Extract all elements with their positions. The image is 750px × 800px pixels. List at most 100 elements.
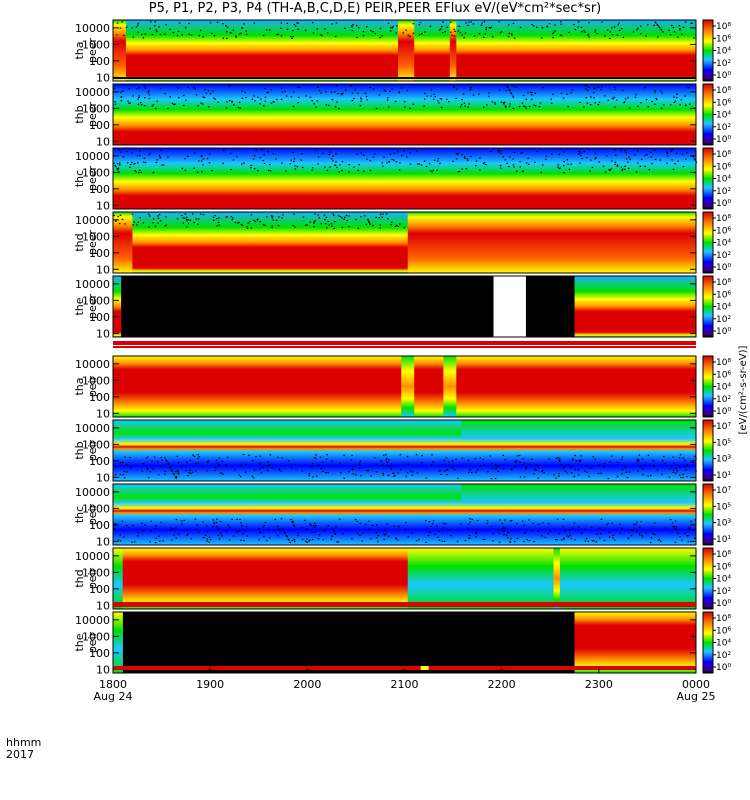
y-tick-label: 10000 — [75, 278, 110, 291]
time-axis-unit: hhmm — [6, 736, 42, 749]
colorbar-tick-label: 10⁴ — [716, 111, 731, 121]
panel-thc-peer: 10 100 1000 10000 thc peer 10⁰ 10² 10⁴ 10⁶ 10⁸ — [73, 147, 731, 212]
colorbar — [702, 147, 714, 210]
panel-species-label: peir — [86, 439, 99, 461]
colorbar-tick-label: 10⁸ — [716, 22, 731, 32]
y-tick-label: 100 — [89, 55, 110, 68]
colorbar — [702, 419, 714, 482]
panel-species-label: peir — [86, 631, 99, 653]
spectrum-segment — [113, 77, 696, 79]
y-tick-label: 10000 — [75, 214, 110, 227]
colorbar-tick-label: 10⁴ — [716, 303, 731, 313]
chart-title: P5, P1, P2, P3, P4 (TH-A,B,C,D,E) PEIR,P… — [148, 1, 602, 16]
spectrum-segment — [113, 276, 122, 337]
panel-species-label: peer — [86, 294, 99, 320]
panel-probe-label: thb — [73, 105, 86, 123]
panel-frame — [112, 547, 697, 610]
panel-frame — [112, 83, 697, 146]
colorbar — [702, 275, 714, 338]
colorbar-tick-label: 10⁴ — [716, 175, 731, 185]
panel-probe-label: thc — [73, 170, 86, 187]
y-tick-label: 10 — [96, 135, 110, 148]
colorbar — [702, 611, 714, 674]
panel-species-label: peir — [86, 375, 99, 397]
colorbar-tick-label: 10⁴ — [716, 239, 731, 249]
panel-species-label: peer — [86, 230, 99, 256]
colorbar-tick-label: 10⁶ — [716, 34, 731, 44]
panel-species-label: peer — [86, 102, 99, 128]
colorbar-tick-label: 10⁶ — [716, 562, 731, 572]
spectrum-segment — [398, 20, 415, 81]
panel-species-label: peir — [86, 503, 99, 525]
panel-thb-peir: 10 100 1000 10000 thb peir 10¹ 10³ 10⁵ 10⁷ — [73, 419, 731, 484]
colorbar-tick-label: 10⁸ — [716, 614, 731, 624]
spectrum-segment — [113, 20, 126, 81]
colorbar-tick-label: 10⁶ — [716, 370, 731, 380]
panel-probe-label: thd — [73, 569, 86, 587]
y-tick-label: 1000 — [82, 566, 110, 579]
no-data-region — [493, 276, 526, 337]
colorbar-tick-label: 10⁸ — [716, 550, 731, 560]
x-tick-date: Aug 25 — [677, 690, 716, 703]
y-tick-label: 10 — [96, 407, 110, 420]
colorbar-tick-label: 10⁷ — [716, 486, 731, 496]
time-axis-label: hhmm 2017 — [6, 737, 41, 761]
y-tick-label: 10 — [96, 471, 110, 484]
y-tick-label: 10000 — [75, 486, 110, 499]
colorbar-tick-label: 10⁸ — [716, 358, 731, 368]
y-tick-label: 10 — [96, 663, 110, 676]
colorbar-tick-label: 10⁰ — [716, 71, 731, 81]
spectrum-segment — [113, 212, 133, 273]
colorbar-tick-label: 10⁰ — [716, 263, 731, 273]
panel-the-peir: 10 100 1000 10000 the peir 10⁰ 10² 10⁴ 10⁶ 10⁸ — [73, 611, 731, 676]
y-tick-label: 1000 — [82, 438, 110, 451]
colorbar-tick-label: 10⁰ — [716, 663, 731, 673]
spectrum-segment — [443, 356, 457, 417]
status-bar — [113, 602, 696, 607]
y-tick-label: 10 — [96, 535, 110, 548]
time-axis-year: 2017 — [6, 748, 34, 761]
y-tick-label: 10000 — [75, 550, 110, 563]
panel-probe-label: tha — [73, 41, 86, 59]
x-tick-label: 2100 — [391, 678, 419, 691]
colorbar-tick-label: 10² — [716, 315, 731, 325]
y-tick-label: 1000 — [82, 630, 110, 643]
y-tick-label: 1000 — [82, 166, 110, 179]
colorbar-tick-label: 10⁵ — [716, 502, 731, 512]
colorbar-tick-label: 10⁶ — [716, 162, 731, 172]
colorbar-tick-label: 10² — [716, 651, 731, 661]
y-tick-label: 10000 — [75, 86, 110, 99]
spectrum-segment — [574, 612, 696, 673]
spectrum-segment — [113, 84, 696, 145]
colorbar — [702, 355, 714, 418]
y-tick-label: 1000 — [82, 294, 110, 307]
y-tick-label: 10 — [96, 199, 110, 212]
spectrum-segment — [122, 548, 408, 609]
colorbar-tick-label: 10⁷ — [716, 422, 731, 432]
colorbar-tick-label: 10⁰ — [716, 135, 731, 145]
y-tick-label: 1000 — [82, 38, 110, 51]
colorbar-tick-label: 10² — [716, 251, 731, 261]
spectrum-segment — [449, 20, 457, 81]
x-tick-label: 1900 — [196, 678, 224, 691]
spectrum-segment — [113, 612, 123, 673]
colorbar-tick-label: 10⁶ — [716, 626, 731, 636]
colorbar — [702, 19, 714, 82]
y-tick-label: 10 — [96, 599, 110, 612]
panel-thb-peer: 10 100 1000 10000 thb peer 10⁰ 10² 10⁴ 10⁶ 10⁸ — [73, 83, 731, 148]
panel-tha-peir: 10 100 1000 10000 tha peir 10⁰ 10² 10⁴ 10⁶ 10⁸ — [73, 355, 731, 420]
y-tick-label: 10000 — [75, 22, 110, 35]
panel-frame — [112, 483, 697, 546]
y-tick-label: 100 — [89, 455, 110, 468]
y-tick-label: 10 — [96, 327, 110, 340]
panel-species-label: peer — [86, 166, 99, 192]
panel-species-label: peer — [86, 38, 99, 64]
colorbar-tick-label: 10⁰ — [716, 599, 731, 609]
y-tick-label: 100 — [89, 119, 110, 132]
colorbar-tick-label: 10⁸ — [716, 150, 731, 160]
spectrum-segment — [461, 484, 696, 545]
y-tick-label: 100 — [89, 247, 110, 260]
colorbar-tick-label: 10³ — [716, 519, 731, 529]
